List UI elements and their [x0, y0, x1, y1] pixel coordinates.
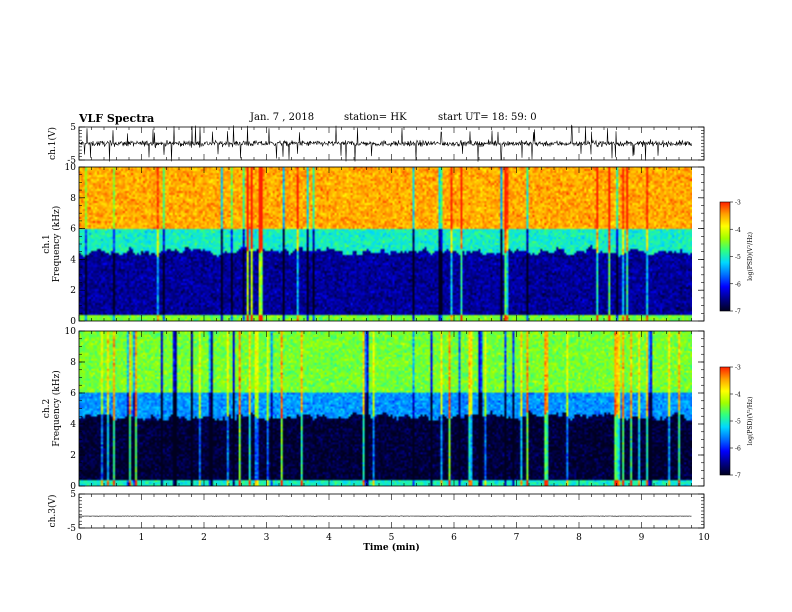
colorbar-tick-label: -6: [735, 446, 741, 453]
y-axis-label: ch.1(V): [47, 127, 58, 160]
y-tick-label: 2: [70, 451, 76, 461]
y-tick-label: 6: [70, 225, 76, 235]
y-tick-label: 6: [70, 389, 76, 399]
spectrogram-ch1: [79, 167, 692, 321]
y-tick-label: -5: [67, 156, 76, 166]
colorbar-tick-label: -4: [735, 227, 741, 234]
y-tick-label: 10: [65, 327, 77, 337]
x-tick-label: 7: [514, 533, 520, 543]
x-tick-label: 6: [451, 533, 457, 543]
waveform-trace-ch1-waveform: [78, 124, 692, 162]
y-tick-label: 10: [65, 163, 77, 173]
x-tick-label: 9: [639, 533, 645, 543]
y-tick-label: 4: [70, 420, 76, 430]
y-axis-label-channel: ch.2: [42, 399, 52, 418]
colorbar-tick-label: -5: [735, 419, 741, 426]
colorbar-tick-label: -3: [735, 365, 741, 372]
y-tick-label: 0: [70, 482, 76, 492]
y-tick-label: 4: [70, 255, 76, 265]
x-tick-label: 5: [389, 533, 395, 543]
y-tick-label: 8: [70, 194, 76, 204]
y-tick-label: 2: [70, 286, 76, 296]
colorbar-ch1: [719, 201, 731, 312]
y-tick-label: -5: [67, 524, 76, 534]
colorbar-tick-label: -7: [735, 473, 741, 480]
colorbar-tick-label: -5: [735, 254, 741, 261]
y-axis-label-frequency: Frequency (kHz): [51, 370, 62, 447]
x-axis-label: Time (min): [363, 542, 420, 553]
spectrogram-ch2: [79, 331, 692, 486]
waveform-trace-ch3-waveform: [78, 515, 692, 517]
x-tick-label: 2: [201, 533, 207, 543]
start-time-label: start UT= 18: 59: 0: [438, 112, 537, 123]
chart-title: VLF Spectra: [79, 112, 155, 125]
colorbar-tick-label: -7: [735, 309, 741, 316]
colorbar-ch2: [719, 366, 731, 476]
x-tick-label: 1: [139, 533, 145, 543]
x-tick-label: 3: [264, 533, 270, 543]
y-tick-label: 8: [70, 358, 76, 368]
x-tick-label: 0: [76, 533, 82, 543]
colorbar-tick-label: -3: [735, 200, 741, 207]
x-tick-label: 10: [698, 533, 710, 543]
station-label: station= HK: [344, 112, 407, 123]
x-tick-label: 8: [576, 533, 582, 543]
y-axis-label-frequency: Frequency (kHz): [51, 206, 62, 283]
colorbar-label: log(PSD)(V²/Hz): [747, 397, 754, 446]
y-tick-label: 5: [70, 490, 76, 500]
colorbar-tick-label: -6: [735, 281, 741, 288]
y-tick-label: 5: [70, 123, 76, 133]
y-axis-label-channel: ch.1: [42, 234, 52, 253]
colorbar-tick-label: -4: [735, 392, 741, 399]
x-tick-label: 4: [326, 533, 332, 543]
colorbar-label: log(PSD)(V²/Hz): [747, 232, 754, 281]
y-tick-label: 0: [70, 317, 76, 327]
date-label: Jan. 7 , 2018: [250, 112, 315, 123]
y-axis-label: ch.3(V): [47, 495, 58, 528]
